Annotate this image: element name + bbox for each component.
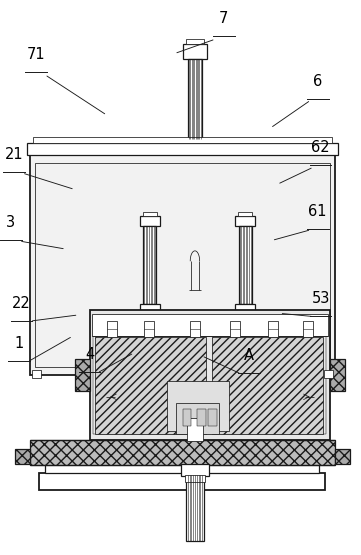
Bar bbox=[75, 359, 90, 391]
Bar bbox=[190, 321, 200, 337]
Bar bbox=[188, 138, 201, 151]
Bar bbox=[303, 321, 313, 337]
Bar bbox=[230, 321, 240, 337]
Bar bbox=[235, 304, 255, 314]
Bar bbox=[183, 409, 191, 426]
Bar bbox=[176, 403, 219, 434]
Bar bbox=[90, 310, 330, 440]
Text: 4: 4 bbox=[85, 347, 94, 362]
Bar bbox=[197, 409, 206, 426]
Bar bbox=[30, 155, 335, 375]
Text: 71: 71 bbox=[27, 47, 45, 62]
Bar bbox=[187, 418, 203, 441]
Bar bbox=[186, 150, 204, 155]
Bar bbox=[239, 226, 252, 304]
Bar bbox=[140, 304, 160, 314]
Bar bbox=[32, 370, 41, 378]
Bar bbox=[268, 321, 278, 337]
Bar bbox=[143, 212, 157, 216]
Text: 62: 62 bbox=[311, 140, 330, 155]
Bar bbox=[27, 143, 338, 155]
Bar bbox=[15, 448, 30, 464]
Bar bbox=[167, 381, 229, 431]
Bar bbox=[212, 337, 323, 434]
Text: A: A bbox=[244, 348, 254, 363]
Bar bbox=[30, 440, 335, 465]
Bar bbox=[330, 359, 345, 391]
Bar bbox=[33, 137, 332, 143]
Bar bbox=[186, 475, 204, 541]
Bar bbox=[93, 315, 326, 434]
Text: 1: 1 bbox=[14, 336, 23, 351]
Bar bbox=[180, 464, 209, 476]
Bar bbox=[335, 448, 350, 464]
Text: 53: 53 bbox=[312, 291, 330, 306]
Text: 21: 21 bbox=[4, 147, 23, 162]
Bar bbox=[235, 216, 255, 226]
Bar bbox=[144, 321, 154, 337]
Text: 3: 3 bbox=[6, 215, 16, 230]
Bar bbox=[35, 163, 330, 367]
Bar bbox=[92, 314, 328, 336]
Bar bbox=[324, 370, 333, 378]
Text: 61: 61 bbox=[308, 204, 327, 219]
Bar bbox=[238, 212, 252, 216]
Text: 22: 22 bbox=[12, 296, 31, 311]
Bar bbox=[188, 59, 202, 139]
Bar bbox=[208, 409, 217, 426]
Bar bbox=[143, 226, 156, 304]
Bar bbox=[140, 216, 160, 226]
Bar bbox=[183, 44, 207, 59]
Bar bbox=[95, 337, 206, 434]
Text: 6: 6 bbox=[313, 74, 322, 89]
Bar bbox=[107, 321, 117, 337]
Bar bbox=[45, 463, 319, 473]
Bar bbox=[186, 39, 204, 44]
Text: 7: 7 bbox=[219, 11, 229, 26]
Bar bbox=[185, 475, 205, 482]
Bar bbox=[39, 473, 325, 490]
